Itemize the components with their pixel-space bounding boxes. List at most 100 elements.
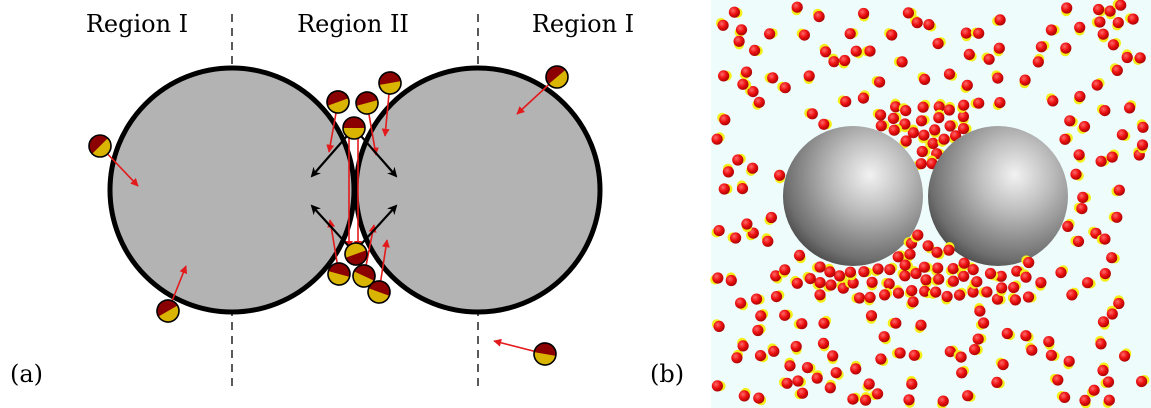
simulation-particle: [871, 76, 886, 88]
black-arrow: [310, 204, 355, 253]
panel-label-a: (a): [10, 360, 43, 388]
simulation-particle: [872, 108, 887, 121]
simulation-particle: [734, 24, 748, 38]
simulation-particle: [845, 277, 859, 289]
simulation-particle: [711, 132, 725, 145]
simulation-particle: [920, 274, 932, 288]
simulation-particle: [975, 317, 990, 330]
simulation-particles-front: [710, 191, 1150, 408]
simulation-particle: [755, 309, 769, 322]
simulation-particle: [1106, 305, 1118, 320]
simulation-particle: [732, 153, 746, 166]
simulation-particle: [1097, 28, 1109, 43]
simulation-particle: [969, 276, 983, 289]
simulation-particle: [793, 249, 806, 264]
simulation-particle: [1095, 155, 1110, 167]
simulation-particle: [943, 101, 955, 116]
simulation-particle: [918, 129, 930, 144]
simulation-particle: [722, 163, 735, 178]
simulation-particle: [793, 318, 808, 330]
simulation-particle: [907, 124, 919, 139]
simulation-particle: [752, 324, 766, 337]
simulation-particle: [737, 337, 749, 352]
colloid-left: [107, 65, 357, 315]
simulation-particle: [903, 394, 915, 408]
simulation-particle: [945, 275, 960, 288]
bath-particle: [156, 299, 180, 323]
simulation-particle: [1025, 342, 1038, 356]
simulation-particle: [860, 392, 872, 406]
simulation-particle: [902, 7, 917, 19]
simulation-particle: [1073, 202, 1088, 215]
bath-particle: [533, 342, 557, 366]
simulation-particle: [812, 277, 826, 290]
simulation-particle: [717, 112, 731, 126]
simulation-particle: [790, 340, 802, 355]
simulation-particle: [984, 267, 999, 281]
simulation-particle: [866, 276, 878, 291]
simulation-particle: [892, 250, 906, 263]
simulation-particle: [996, 282, 1008, 297]
simulation-particle: [864, 291, 876, 306]
simulation-particle: [750, 293, 765, 305]
simulation-particle: [1108, 211, 1123, 223]
simulation-particle: [937, 395, 949, 408]
simulation-particle: [1043, 336, 1055, 350]
bath-particle: [378, 71, 402, 95]
bath-particle: [367, 280, 391, 304]
simulation-particle: [993, 42, 1005, 57]
simulation-particle: [914, 319, 927, 334]
simulation-particle: [891, 347, 906, 359]
simulation-particle: [1093, 3, 1107, 17]
simulation-particle: [735, 297, 748, 311]
simulation-particle: [830, 367, 844, 380]
panel-b: (b): [650, 0, 1151, 408]
simulation-particle: [1073, 90, 1086, 105]
simulation-particle: [953, 350, 967, 363]
simulation-particle: [1095, 335, 1107, 350]
simulation-particle: [753, 392, 767, 406]
simulation-particle: [796, 28, 811, 41]
simulation-particle: [1097, 316, 1110, 330]
simulation-particle: [957, 99, 970, 113]
simulation-particle: [811, 370, 823, 384]
simulation-particle: [1112, 0, 1127, 11]
colloid-right: [353, 65, 603, 315]
simulation-particle: [736, 180, 749, 195]
simulation-particle: [962, 390, 976, 402]
bath-particle: [344, 242, 368, 266]
simulation-particle: [1116, 129, 1131, 142]
simulation-particle: [933, 109, 945, 124]
simulation-particle: [957, 123, 972, 135]
simulation-particle: [1045, 24, 1060, 36]
simulation-particle: [784, 357, 796, 372]
simulation-particle: [1091, 16, 1106, 28]
simulation-particle: [992, 97, 1006, 111]
simulation-particle: [929, 124, 941, 138]
simulation-particle: [875, 353, 889, 367]
simulation-particle: [1061, 2, 1073, 17]
simulation-particle: [749, 44, 763, 57]
simulation-particle: [956, 268, 970, 282]
simulation-particle: [754, 350, 769, 363]
simulation-particle: [991, 293, 1006, 305]
simulation-particle: [974, 303, 986, 317]
simulation-particle: [933, 98, 946, 113]
simulation-particle: [1121, 49, 1133, 64]
simulation-particle: [879, 288, 893, 301]
simulation-particle: [931, 262, 944, 276]
simulation-particle: [1021, 255, 1035, 269]
simulation-particles-back: [711, 0, 1149, 197]
simulation-particle: [737, 78, 752, 90]
simulation-particle: [909, 266, 922, 280]
simulation-particle: [992, 14, 1006, 26]
simulation-particle: [779, 377, 793, 389]
black-force-arrows: [310, 127, 398, 253]
simulation-particle: [995, 357, 1009, 371]
simulation-particle: [1070, 168, 1084, 181]
simulation-particle: [1070, 235, 1085, 247]
simulation-particle: [945, 263, 959, 276]
simulation-particle: [711, 225, 725, 238]
simulation-particle: [970, 97, 985, 109]
simulation-particle: [963, 48, 977, 62]
